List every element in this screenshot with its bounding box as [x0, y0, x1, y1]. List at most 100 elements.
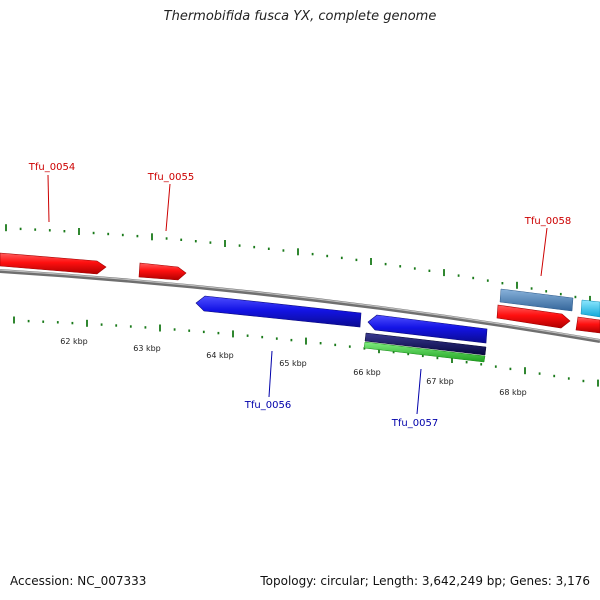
- minor-tick: [421, 354, 424, 358]
- minor-tick: [217, 331, 220, 335]
- gene-feature-tfu-0055[interactable]: [138, 262, 187, 281]
- minor-tick: [246, 334, 249, 337]
- minor-tick: [428, 269, 431, 272]
- minor-tick: [399, 265, 402, 268]
- gene-label-tfu-0057[interactable]: Tfu_0057: [391, 418, 438, 429]
- minor-tick: [71, 321, 74, 325]
- gene-feature-tfu-0058[interactable]: [496, 304, 571, 329]
- minor-tick: [92, 231, 95, 235]
- gene-label-tfu-0056[interactable]: Tfu_0056: [244, 400, 291, 411]
- minor-tick: [238, 244, 241, 247]
- gene-label-tfu-0058[interactable]: Tfu_0058: [524, 216, 571, 227]
- major-tick: [13, 316, 15, 324]
- leader-line-tfu-0055: [165, 183, 171, 232]
- minor-tick: [509, 367, 512, 371]
- minor-tick: [19, 227, 22, 231]
- major-tick: [78, 228, 80, 235]
- minor-tick: [567, 377, 570, 380]
- scale-label-68-kbp: 68 kbp: [499, 388, 527, 397]
- major-tick: [224, 240, 226, 247]
- major-tick: [5, 224, 7, 232]
- reverse-strand-features: [195, 295, 488, 344]
- forward-strand-features: [0, 252, 600, 334]
- minor-tick: [165, 237, 168, 240]
- major-tick: [516, 281, 518, 289]
- gene-label-tfu-0054[interactable]: Tfu_0054: [28, 162, 75, 173]
- gene-feature-tfu-0056[interactable]: [195, 295, 362, 328]
- minor-tick: [436, 356, 439, 360]
- minor-tick: [107, 232, 110, 236]
- minor-tick: [100, 323, 103, 326]
- minor-tick: [34, 228, 37, 231]
- major-tick: [370, 258, 372, 265]
- minor-tick: [42, 320, 45, 323]
- minor-tick: [413, 267, 416, 270]
- major-tick: [232, 330, 234, 338]
- minor-tick: [407, 352, 410, 356]
- minor-tick: [290, 338, 293, 342]
- minor-tick: [582, 379, 585, 383]
- minor-tick: [27, 319, 30, 323]
- minor-tick: [209, 241, 212, 244]
- minor-tick: [253, 245, 256, 249]
- minor-tick: [136, 234, 139, 238]
- minor-tick: [282, 249, 285, 252]
- minor-tick: [480, 363, 483, 366]
- feature-track-cyan[interactable]: [580, 299, 600, 318]
- scale-label-63-kbp: 63 kbp: [133, 344, 161, 353]
- minor-tick: [48, 229, 51, 232]
- scale-label-65-kbp: 65 kbp: [279, 359, 307, 368]
- minor-tick: [326, 254, 329, 258]
- minor-tick: [173, 328, 176, 331]
- minor-tick: [202, 330, 205, 334]
- feature-track-green[interactable]: [363, 341, 486, 363]
- minor-tick: [121, 233, 124, 237]
- scale-label-66-kbp: 66 kbp: [353, 368, 381, 377]
- minor-tick: [340, 256, 343, 260]
- leader-line-tfu-0056: [268, 350, 273, 398]
- leader-line-tfu-0058: [540, 227, 548, 277]
- major-tick: [297, 248, 299, 256]
- minor-tick: [486, 279, 489, 282]
- minor-tick: [530, 287, 533, 290]
- feature-track-navy[interactable]: [364, 332, 487, 356]
- minor-tick: [180, 238, 183, 241]
- minor-tick: [494, 365, 497, 368]
- major-tick: [305, 337, 307, 345]
- minor-tick: [319, 342, 322, 345]
- minor-tick: [275, 337, 278, 340]
- gene-feature-forward-edge[interactable]: [575, 316, 600, 334]
- major-tick: [589, 295, 591, 303]
- genome-backbone: [0, 269, 600, 343]
- map-title: Thermobifida fusca YX, complete genome: [163, 9, 437, 24]
- minor-tick: [63, 230, 66, 233]
- minor-tick: [457, 274, 460, 277]
- gene-label-tfu-0055[interactable]: Tfu_0055: [147, 172, 194, 183]
- feature-track-steel-blue[interactable]: [499, 288, 574, 312]
- minor-tick: [559, 292, 562, 296]
- leader-line-tfu-0057: [416, 368, 422, 415]
- minor-tick: [334, 343, 337, 347]
- major-tick: [451, 356, 453, 363]
- minor-tick: [574, 295, 577, 299]
- major-tick: [524, 367, 526, 375]
- minor-tick: [267, 247, 270, 250]
- minor-tick: [194, 240, 197, 243]
- gene-feature-tfu-0054[interactable]: [0, 252, 107, 275]
- minor-tick: [363, 347, 366, 350]
- major-tick: [597, 379, 599, 387]
- minor-tick: [392, 350, 395, 354]
- scale-label-67-kbp: 67 kbp: [426, 377, 454, 386]
- minor-tick: [261, 335, 264, 339]
- minor-tick: [144, 326, 147, 329]
- minor-tick: [545, 290, 548, 293]
- major-tick: [86, 319, 88, 327]
- minor-tick: [188, 329, 191, 332]
- minor-tick: [465, 361, 468, 364]
- genome-summary-text: Topology: circular; Length: 3,642,249 bp…: [260, 574, 590, 588]
- major-tick: [159, 324, 161, 332]
- gene-feature-tfu-0057[interactable]: [367, 314, 488, 344]
- accession-text: Accession: NC_007333: [10, 574, 147, 588]
